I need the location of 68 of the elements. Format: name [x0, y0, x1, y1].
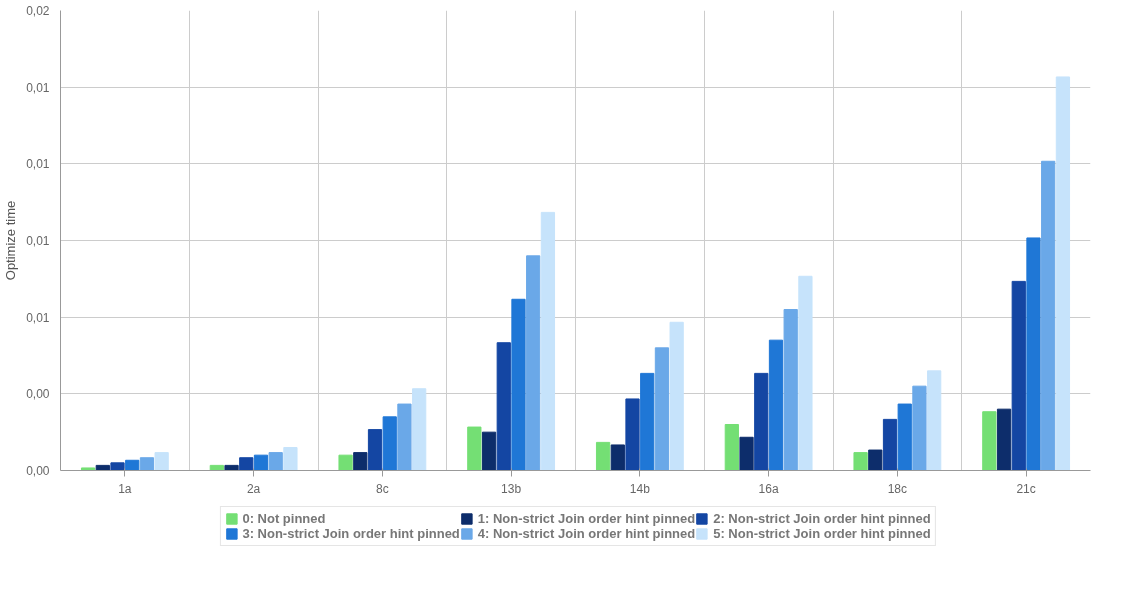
- bar: [640, 372, 655, 471]
- bar: [382, 416, 397, 471]
- bar: [982, 411, 997, 471]
- bar: [239, 457, 254, 471]
- y-tick-label: 0,01: [26, 157, 50, 172]
- bar: [853, 452, 868, 471]
- bar: [798, 275, 813, 471]
- bar: [882, 418, 898, 471]
- bar: [338, 454, 353, 471]
- bar: [739, 436, 754, 471]
- x-tick-label: 2a: [246, 481, 261, 496]
- y-tick-label: 0,02: [26, 4, 50, 18]
- bar: [526, 255, 541, 471]
- legend-label: 1: Non-strict Join order hint pinned: [477, 511, 696, 526]
- bar: [927, 370, 942, 471]
- bar: [996, 408, 1012, 471]
- bar: [110, 462, 125, 471]
- bar: [610, 444, 625, 471]
- bar: [139, 457, 155, 471]
- x-tick-label: 14b: [629, 481, 651, 496]
- legend-label: 4: Non-strict Join order hint pinned: [477, 526, 696, 541]
- bar: [669, 321, 684, 471]
- bar: [1041, 160, 1056, 471]
- bar: [253, 454, 269, 471]
- bar: [412, 388, 427, 471]
- bar: [283, 447, 298, 471]
- bar: [724, 424, 739, 471]
- y-axis-title: Optimize time: [3, 200, 19, 281]
- bar: [511, 298, 526, 471]
- bar: [868, 449, 883, 471]
- bar: [897, 403, 912, 471]
- bar: [367, 429, 383, 471]
- bar: [125, 459, 140, 471]
- x-tick-label: 16a: [758, 481, 779, 496]
- x-tick-label: 18c: [887, 481, 908, 496]
- y-tick-label: 0,01: [26, 80, 50, 95]
- legend-label: 3: Non-strict Join order hint pinned: [242, 526, 460, 541]
- bar: [467, 426, 482, 471]
- legend-label: 5: Non-strict Join order hint pinned: [713, 526, 931, 541]
- y-tick-label: 0,01: [26, 310, 50, 325]
- y-tick-label: 0,01: [26, 234, 50, 248]
- x-tick-label: 8c: [376, 481, 389, 496]
- x-tick-label: 21c: [1016, 481, 1036, 496]
- bar: [496, 342, 511, 471]
- bar: [912, 385, 927, 471]
- bar: [481, 431, 497, 471]
- bar: [754, 372, 769, 471]
- y-tick-label: 0,00: [26, 387, 50, 402]
- bar: [154, 452, 169, 471]
- bar: [783, 309, 798, 471]
- bar: [540, 211, 556, 471]
- bar: [654, 347, 670, 471]
- x-tick-label: 13b: [501, 481, 522, 496]
- bar: [1026, 237, 1041, 471]
- legend-label: 0: Not pinned: [242, 511, 326, 526]
- bar: [1011, 280, 1026, 471]
- bar: [595, 441, 611, 471]
- bar: [268, 452, 283, 471]
- bar: [625, 398, 640, 471]
- bar: [80, 467, 96, 471]
- legend-label: 2: Non-strict Join order hint pinned: [713, 511, 931, 526]
- x-tick-label: 1a: [118, 481, 132, 496]
- bar: [768, 339, 784, 471]
- bar: [397, 403, 412, 471]
- bar: [353, 452, 368, 471]
- bar: [1055, 76, 1071, 471]
- y-tick-label: 0,00: [26, 464, 50, 478]
- bar: [224, 464, 239, 471]
